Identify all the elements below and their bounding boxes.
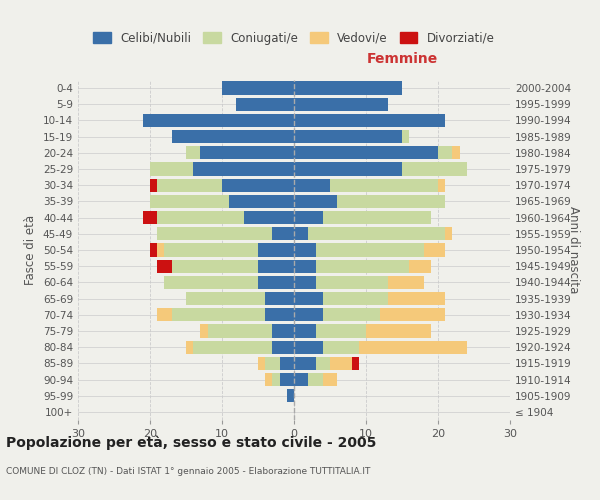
Bar <box>294 324 316 338</box>
Bar <box>409 260 431 273</box>
Bar <box>193 340 272 354</box>
Bar <box>150 195 229 208</box>
Bar <box>316 356 330 370</box>
Bar <box>272 373 280 386</box>
Bar <box>352 356 359 370</box>
Bar <box>193 162 294 175</box>
Bar <box>222 82 294 94</box>
Bar <box>323 292 388 305</box>
Bar <box>236 98 294 111</box>
Bar <box>258 356 265 370</box>
Bar <box>359 340 467 354</box>
Bar <box>157 260 172 273</box>
Bar <box>316 276 388 289</box>
Bar <box>294 195 337 208</box>
Bar <box>337 195 445 208</box>
Bar <box>265 356 280 370</box>
Bar <box>452 146 460 160</box>
Bar <box>200 146 294 160</box>
Bar <box>208 324 272 338</box>
Bar <box>323 211 431 224</box>
Bar <box>265 292 294 305</box>
Bar <box>330 356 352 370</box>
Bar <box>157 244 164 256</box>
Bar <box>294 162 402 175</box>
Bar <box>294 146 438 160</box>
Bar <box>172 130 294 143</box>
Text: Popolazione per età, sesso e stato civile - 2005: Popolazione per età, sesso e stato civil… <box>6 435 376 450</box>
Bar <box>200 324 208 338</box>
Bar <box>294 178 330 192</box>
Bar <box>157 211 244 224</box>
Bar <box>402 162 467 175</box>
Bar <box>244 211 294 224</box>
Bar <box>164 276 258 289</box>
Bar <box>308 373 323 386</box>
Bar <box>294 82 402 94</box>
Bar <box>316 260 409 273</box>
Bar <box>172 260 258 273</box>
Bar <box>388 276 424 289</box>
Bar <box>294 292 323 305</box>
Bar <box>294 211 323 224</box>
Bar <box>323 308 380 322</box>
Bar <box>438 178 445 192</box>
Bar <box>294 260 316 273</box>
Bar <box>229 195 294 208</box>
Bar <box>438 146 452 160</box>
Bar <box>388 292 445 305</box>
Bar <box>323 340 359 354</box>
Bar <box>272 340 294 354</box>
Bar <box>143 114 294 127</box>
Bar <box>150 244 157 256</box>
Bar <box>186 146 200 160</box>
Bar <box>272 227 294 240</box>
Bar <box>316 324 366 338</box>
Bar <box>294 114 445 127</box>
Bar <box>380 308 445 322</box>
Bar <box>424 244 445 256</box>
Bar <box>157 178 222 192</box>
Bar <box>294 308 323 322</box>
Bar <box>186 340 193 354</box>
Bar <box>294 373 308 386</box>
Bar <box>294 276 316 289</box>
Bar <box>294 356 316 370</box>
Bar <box>222 178 294 192</box>
Bar <box>287 389 294 402</box>
Bar <box>294 130 402 143</box>
Bar <box>294 244 316 256</box>
Y-axis label: Anni di nascita: Anni di nascita <box>567 206 580 294</box>
Bar <box>164 244 258 256</box>
Bar <box>316 244 424 256</box>
Bar <box>258 276 294 289</box>
Bar <box>265 308 294 322</box>
Bar <box>150 162 193 175</box>
Bar <box>402 130 409 143</box>
Text: Femmine: Femmine <box>367 52 437 66</box>
Bar <box>445 227 452 240</box>
Bar <box>157 227 272 240</box>
Bar <box>294 227 308 240</box>
Bar <box>294 340 323 354</box>
Text: COMUNE DI CLOZ (TN) - Dati ISTAT 1° gennaio 2005 - Elaborazione TUTTITALIA.IT: COMUNE DI CLOZ (TN) - Dati ISTAT 1° genn… <box>6 468 370 476</box>
Bar <box>308 227 445 240</box>
Bar <box>186 292 265 305</box>
Bar <box>172 308 265 322</box>
Bar <box>330 178 438 192</box>
Bar <box>280 373 294 386</box>
Bar <box>323 373 337 386</box>
Bar <box>143 211 157 224</box>
Bar <box>258 260 294 273</box>
Legend: Celibi/Nubili, Coniugati/e, Vedovi/e, Divorziati/e: Celibi/Nubili, Coniugati/e, Vedovi/e, Di… <box>93 32 495 44</box>
Bar <box>265 373 272 386</box>
Bar <box>157 308 172 322</box>
Bar <box>272 324 294 338</box>
Bar <box>280 356 294 370</box>
Bar <box>366 324 431 338</box>
Bar <box>258 244 294 256</box>
Bar <box>294 98 388 111</box>
Bar <box>150 178 157 192</box>
Y-axis label: Fasce di età: Fasce di età <box>25 215 37 285</box>
